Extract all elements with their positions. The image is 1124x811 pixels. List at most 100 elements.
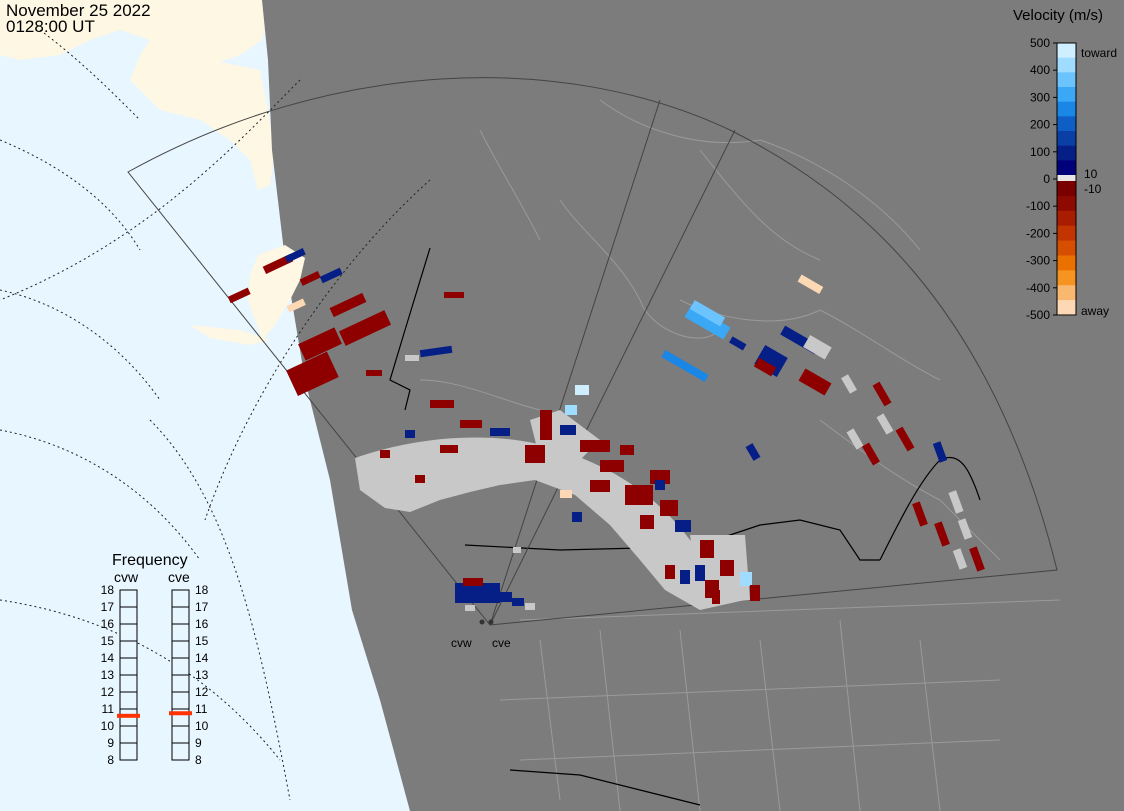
frequency-tick-label: 16 bbox=[101, 617, 115, 631]
frequency-cell bbox=[171, 674, 190, 693]
velocity-color-toward bbox=[1057, 72, 1076, 88]
frequency-cell bbox=[119, 742, 138, 761]
echo-cell bbox=[797, 274, 824, 294]
frequency-cell bbox=[119, 674, 138, 693]
velocity-threshold-negative: -10 bbox=[1084, 182, 1102, 196]
frequency-tick-label: 8 bbox=[195, 753, 202, 767]
echo-cell bbox=[286, 298, 306, 313]
echo-cell bbox=[319, 267, 343, 284]
echo-cell bbox=[463, 578, 483, 586]
frequency-tick-label: 15 bbox=[195, 634, 209, 648]
echo-cell bbox=[460, 420, 482, 428]
frequency-tick-label: 11 bbox=[195, 702, 208, 716]
velocity-tick-label: 100 bbox=[1030, 145, 1050, 159]
echo-cell bbox=[872, 381, 892, 407]
site-label-cve: cve bbox=[492, 636, 511, 650]
aleutian-landmass bbox=[190, 325, 270, 345]
alaska-peninsula-region bbox=[130, 40, 275, 190]
echo-cell bbox=[590, 480, 610, 492]
echo-cell bbox=[753, 357, 777, 377]
velocity-color-toward bbox=[1057, 131, 1076, 147]
velocity-tick-label: 400 bbox=[1030, 63, 1050, 77]
echo-cell bbox=[415, 475, 425, 483]
velocity-tick-label: -100 bbox=[1026, 199, 1050, 213]
velocity-tick-label: -400 bbox=[1026, 281, 1050, 295]
frequency-tick-label: 11 bbox=[102, 702, 115, 716]
echo-cell bbox=[440, 445, 458, 453]
velocity-threshold-positive: 10 bbox=[1084, 167, 1098, 181]
alaska-southwest-land bbox=[248, 245, 305, 340]
frequency-cell bbox=[171, 742, 190, 761]
echo-cell bbox=[490, 428, 510, 436]
echo-cell bbox=[895, 426, 915, 452]
frequency-radar-cvw: cvw bbox=[114, 569, 139, 585]
velocity-tick-labels: 500 400 300 200 100 0 -100 -200 -300 -400 -500 bbox=[1026, 36, 1057, 322]
coordinate-grid bbox=[0, 29, 431, 801]
echo-cell bbox=[665, 565, 675, 579]
velocity-tick-label: 0 bbox=[1043, 172, 1050, 186]
echo-cell bbox=[969, 546, 985, 572]
velocity-color-away bbox=[1057, 285, 1076, 301]
nightside-shading bbox=[262, 0, 1124, 811]
ground-scatter-band bbox=[355, 437, 745, 610]
echo-cell bbox=[575, 385, 589, 395]
echo-cell bbox=[284, 248, 306, 263]
echo-cell bbox=[948, 490, 964, 514]
velocity-color-away bbox=[1057, 181, 1076, 197]
echo-cell bbox=[625, 485, 653, 505]
velocity-away-label: away bbox=[1081, 304, 1109, 318]
frequency-cell bbox=[119, 691, 138, 710]
echo-cell bbox=[798, 368, 832, 396]
frequency-tick-label: 14 bbox=[101, 651, 115, 665]
frequency-tick-label: 10 bbox=[101, 719, 115, 733]
frequency-tick-label: 9 bbox=[107, 736, 114, 750]
echo-cell bbox=[689, 300, 726, 327]
frequency-cell bbox=[119, 725, 138, 744]
echo-cell bbox=[862, 442, 880, 466]
frequency-tick-label: 9 bbox=[195, 736, 202, 750]
echo-cell bbox=[465, 605, 475, 611]
frequency-cell bbox=[119, 589, 138, 608]
echo-cell bbox=[684, 304, 731, 340]
velocity-tick-label: 500 bbox=[1030, 36, 1050, 50]
frequency-marker-cvw bbox=[117, 713, 140, 718]
backscatter-echoes bbox=[227, 248, 985, 611]
echo-cell bbox=[512, 598, 524, 606]
echo-cell bbox=[455, 583, 500, 603]
velocity-tick-label: -500 bbox=[1026, 308, 1050, 322]
frequency-tick-label: 17 bbox=[195, 600, 209, 614]
echo-cell bbox=[841, 374, 857, 394]
echo-cell bbox=[560, 425, 576, 435]
frequency-tick-label: 8 bbox=[107, 753, 114, 767]
velocity-color-away bbox=[1057, 270, 1076, 286]
velocity-color-away bbox=[1057, 240, 1076, 257]
echo-cell bbox=[405, 430, 415, 438]
frequency-tick-label: 13 bbox=[101, 668, 115, 682]
frequency-cell bbox=[119, 640, 138, 659]
velocity-colorbar: Velocity (m/s) 500 400 300 200 100 0 -100 -200 -… bbox=[1013, 7, 1117, 322]
echo-cell bbox=[952, 548, 968, 570]
velocity-color-away bbox=[1057, 300, 1076, 316]
velocity-color-toward bbox=[1057, 145, 1076, 161]
velocity-color-toward bbox=[1057, 101, 1076, 117]
echo-cell bbox=[513, 547, 521, 553]
frequency-tick-label: 14 bbox=[195, 651, 209, 665]
velocity-tick-label: -200 bbox=[1026, 226, 1050, 240]
cve-site-marker bbox=[488, 619, 494, 625]
echo-cell bbox=[957, 518, 973, 540]
echo-cell bbox=[675, 520, 691, 532]
echo-cell bbox=[444, 292, 464, 298]
frequency-tick-label: 18 bbox=[195, 583, 209, 597]
echo-cell bbox=[934, 521, 950, 547]
frequency-cell bbox=[171, 606, 190, 625]
cvw-site-marker bbox=[479, 619, 485, 625]
echo-cell bbox=[750, 585, 760, 601]
frequency-tick-label: 16 bbox=[195, 617, 209, 631]
frequency-radar-cve: cve bbox=[168, 569, 190, 585]
frequency-cell bbox=[171, 725, 190, 744]
echo-cell bbox=[565, 405, 577, 415]
frequency-cell bbox=[171, 640, 190, 659]
frequency-tick-label: 17 bbox=[101, 600, 115, 614]
echo-cell bbox=[600, 460, 624, 472]
